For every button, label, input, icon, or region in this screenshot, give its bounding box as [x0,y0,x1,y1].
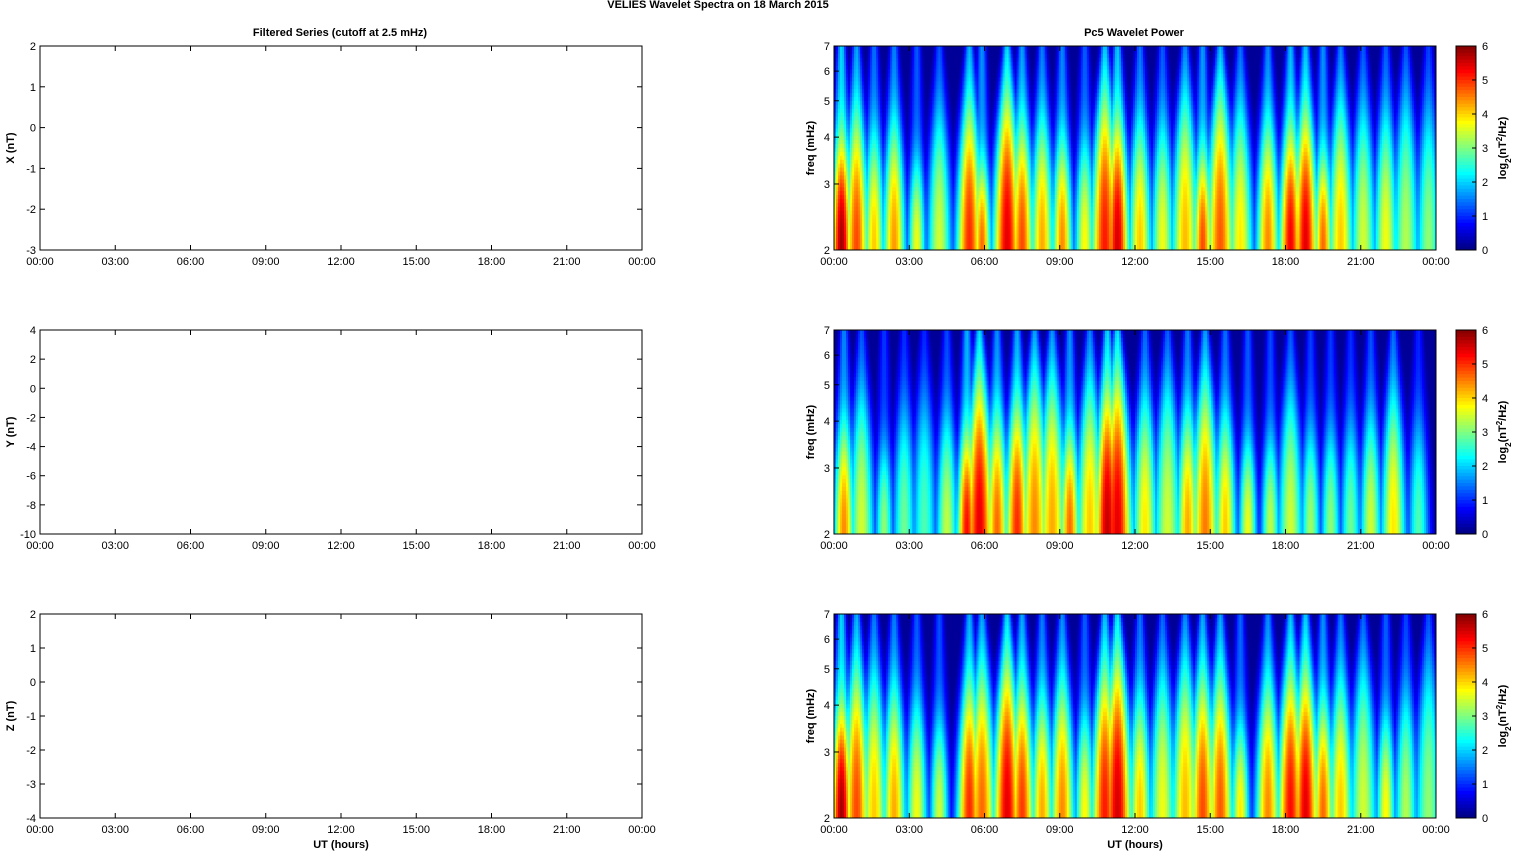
panel-y-xtick-label: 00:00 [628,540,656,552]
panel-y-xtick-label: 12:00 [327,540,355,552]
panel-x-xtick-label: 00:00 [628,256,656,268]
panel-x-ytick-label: 1 [30,82,36,94]
panel-z-ytick-label: 2 [30,609,36,621]
panel-z-plot-area [40,614,642,818]
panel-x-power-heatmap [834,46,1437,251]
panel-z-ylabel: Z (nT) [5,700,17,731]
panel-y-xtick-label: 18:00 [478,540,506,552]
panel-x-ylabel: X (nT) [5,132,17,163]
panel-y-ytick-label: 2 [30,354,36,366]
panel-x-xtick-label: 03:00 [101,256,129,268]
right-column-title: Pc5 Wavelet Power [1084,27,1185,39]
panel-z-xtick-label: 06:00 [177,824,205,836]
panel-y-ytick-label: 0 [30,383,36,395]
panel-z-xlabel: UT (hours) [313,839,369,851]
panel-x-xtick-label: 18:00 [478,256,506,268]
panel-y-xtick-label: 06:00 [177,540,205,552]
panel-z-ytick-label: 0 [30,677,36,689]
panel-z-ytick-label: -1 [26,711,36,723]
panel-z-xtick-label: 18:00 [478,824,506,836]
panel-y-plot-area [40,330,642,534]
panel-z-xtick-label: 00:00 [26,824,54,836]
panel-z-xtick-label: 21:00 [553,824,581,836]
panel-y-ylabel: Y (nT) [5,416,17,447]
left-column-title: Filtered Series (cutoff at 2.5 mHz) [253,27,428,39]
panel-y-xtick-label: 00:00 [26,540,54,552]
panel-y-xtick-label: 15:00 [402,540,430,552]
panel-y-ytick-label: -6 [26,471,36,483]
panel-x-xtick-label: 21:00 [553,256,581,268]
panel-z-xtick-label: 09:00 [252,824,280,836]
panel-z-xtick-label: 03:00 [101,824,129,836]
panel-y-xtick-label: 09:00 [252,540,280,552]
panel-x-ytick-label: 2 [30,41,36,53]
panel-x-xtick-label: 00:00 [26,256,54,268]
panel-z-xtick-label: 15:00 [402,824,430,836]
figure-title: VELIES Wavelet Spectra on 18 March 2015 [607,0,829,11]
panel-x-xtick-label: 06:00 [177,256,205,268]
panel-z-xtick-label: 12:00 [327,824,355,836]
panel-x-xtick-label: 15:00 [402,256,430,268]
panel-x-ytick-label: -2 [26,204,36,216]
panel-y-ytick-label: -4 [26,442,36,454]
panel-x-xtick-label: 12:00 [327,256,355,268]
panel-y-ytick-label: -2 [26,412,36,424]
panel-y-xtick-label: 21:00 [553,540,581,552]
panel-z-ytick-label: 1 [30,643,36,655]
panel-x-ytick-label: -1 [26,163,36,175]
panel-z-xtick-label: 00:00 [628,824,656,836]
panel-x-ytick-label: 0 [30,123,36,135]
panel-y-xtick-label: 03:00 [101,540,129,552]
panel-y-ytick-label: -8 [26,500,36,512]
panel-x-plot-area [40,46,642,250]
panel-z-ytick-label: -3 [26,779,36,791]
panel-x-xtick-label: 09:00 [252,256,280,268]
panel-y-ytick-label: 4 [30,325,36,337]
panel-z-ytick-label: -2 [26,745,36,757]
